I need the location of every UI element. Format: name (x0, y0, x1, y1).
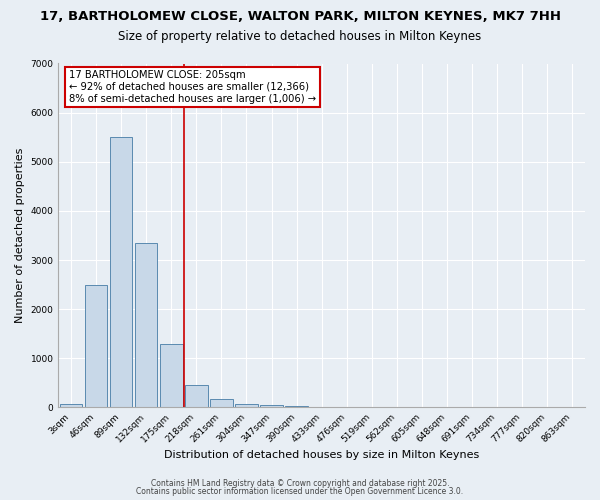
Bar (260, 405, 283, 407)
Bar (286, 406, 308, 408)
Text: 17 BARTHOLOMEW CLOSE: 205sqm
← 92% of detached houses are smaller (12,366)
8% of: 17 BARTHOLOMEW CLOSE: 205sqm ← 92% of de… (69, 70, 316, 104)
Y-axis label: Number of detached properties: Number of detached properties (15, 148, 25, 323)
Bar (110, 137, 133, 407)
Text: Contains HM Land Registry data © Crown copyright and database right 2025.: Contains HM Land Registry data © Crown c… (151, 478, 449, 488)
Bar (59, 404, 82, 407)
Bar (210, 399, 233, 407)
Bar (135, 243, 157, 408)
Bar (160, 344, 182, 407)
Text: 17, BARTHOLOMEW CLOSE, WALTON PARK, MILTON KEYNES, MK7 7HH: 17, BARTHOLOMEW CLOSE, WALTON PARK, MILT… (40, 10, 560, 23)
Bar (185, 386, 208, 407)
X-axis label: Distribution of detached houses by size in Milton Keynes: Distribution of detached houses by size … (164, 450, 479, 460)
Text: Size of property relative to detached houses in Milton Keynes: Size of property relative to detached ho… (118, 30, 482, 43)
Bar (85, 284, 107, 408)
Text: Contains public sector information licensed under the Open Government Licence 3.: Contains public sector information licen… (136, 487, 464, 496)
Bar (235, 404, 258, 407)
